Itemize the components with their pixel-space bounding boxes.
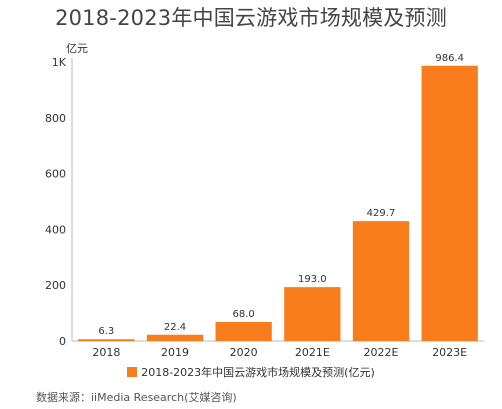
- data-label: 193.0: [298, 274, 327, 285]
- data-source: 数据来源：iiMedia Research(艾媒咨询): [36, 391, 237, 404]
- bar: [215, 322, 272, 341]
- y-tick-label: 600: [45, 168, 66, 181]
- data-label: 986.4: [435, 53, 464, 64]
- x-tick-label: 2019: [161, 346, 189, 359]
- chart-title: 2018-2023年中国云游戏市场规模及预测: [55, 6, 447, 30]
- bar: [78, 339, 135, 341]
- x-tick-label: 2018: [92, 346, 120, 359]
- x-tick-label: 2020: [230, 346, 258, 359]
- bar: [352, 221, 410, 341]
- bar: [146, 334, 204, 341]
- legend-swatch: [127, 367, 138, 377]
- x-tick-label: 2023E: [432, 346, 467, 359]
- legend-label: 2018-2023年中国云游戏市场规模及预测(亿元): [141, 366, 375, 379]
- y-tick-label: 200: [45, 279, 66, 292]
- x-tick-label: 2022E: [364, 346, 399, 359]
- bar: [421, 65, 478, 341]
- y-tick-label: 0: [59, 335, 66, 348]
- data-label: 6.3: [98, 326, 114, 337]
- legend: 2018-2023年中国云游戏市场规模及预测(亿元): [0, 364, 502, 380]
- bar: [284, 287, 341, 341]
- data-label: 68.0: [233, 309, 255, 320]
- x-tick-label: 2021E: [295, 346, 330, 359]
- data-label: 429.7: [367, 208, 396, 219]
- y-tick-label: 800: [45, 112, 66, 125]
- y-tick-label: 1K: [52, 56, 67, 69]
- data-label: 22.4: [164, 322, 186, 333]
- y-axis-unit: 亿元: [66, 42, 88, 55]
- y-tick-label: 400: [45, 223, 66, 236]
